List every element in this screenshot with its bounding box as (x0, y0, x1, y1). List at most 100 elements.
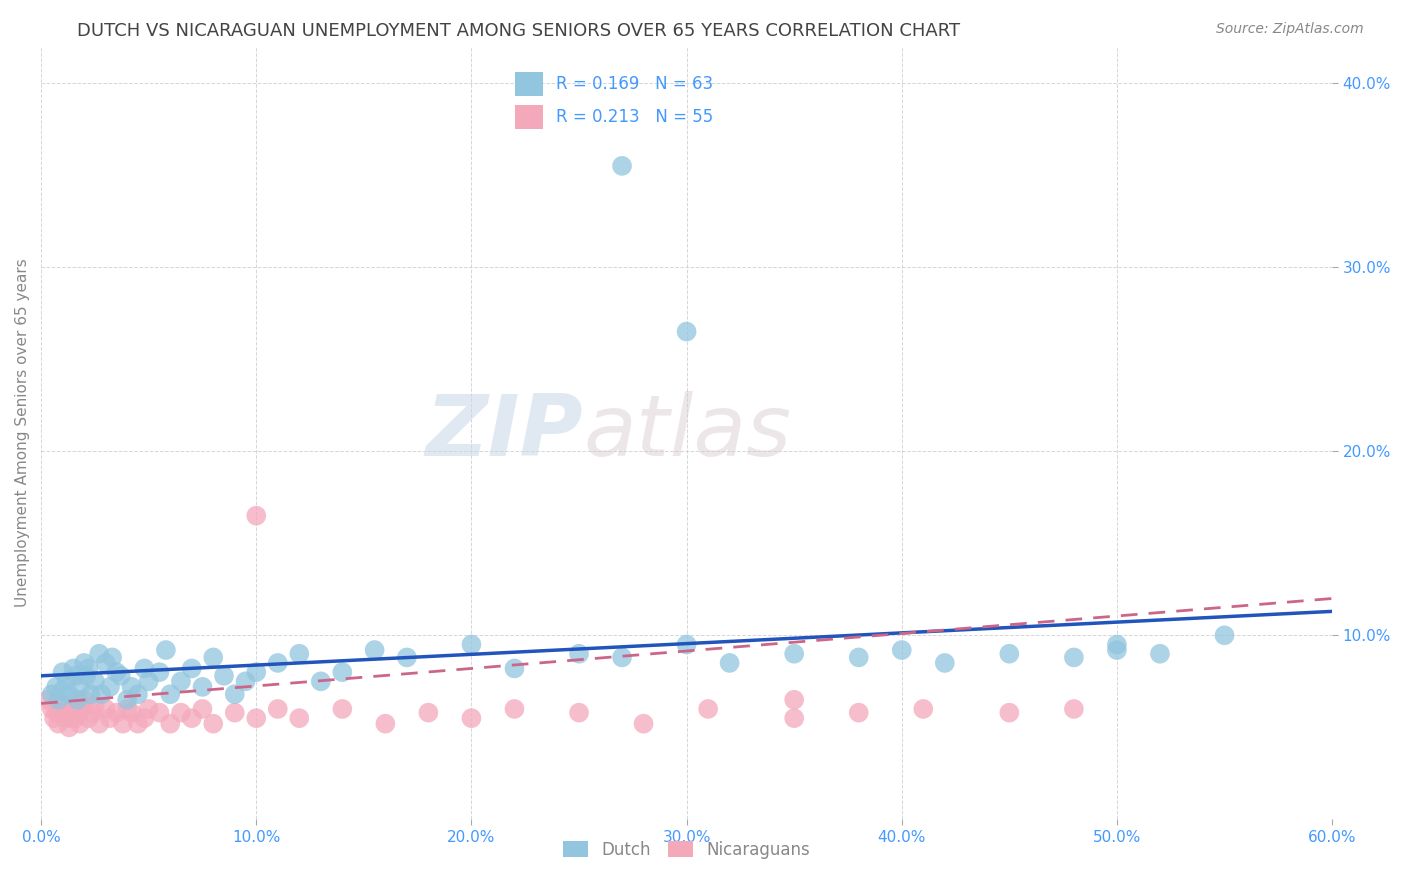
Point (115, 702, 138, 716)
Point (998, 647, 1021, 661)
Point (121, 680, 143, 694)
Point (848, 706, 870, 720)
Point (675, 638, 697, 652)
Point (53, 711, 76, 725)
Point (98, 680, 121, 694)
Point (111, 716, 134, 731)
Point (783, 692, 806, 706)
Point (675, 325, 697, 339)
Point (1105, 638, 1128, 652)
Point (1213, 628, 1236, 642)
Point (288, 711, 311, 725)
Point (288, 647, 311, 661)
Point (83, 674, 105, 689)
Text: Source: ZipAtlas.com: Source: ZipAtlas.com (1216, 22, 1364, 37)
Point (1063, 702, 1085, 716)
Point (127, 716, 149, 731)
Point (460, 638, 482, 652)
Point (83, 698, 105, 713)
Point (73, 692, 96, 706)
Point (52, 683, 75, 698)
Point (202, 650, 225, 665)
Point (191, 702, 214, 716)
Point (159, 716, 181, 731)
Point (610, 650, 633, 665)
Point (912, 702, 935, 716)
Point (245, 711, 267, 725)
Point (90, 687, 112, 701)
Point (568, 647, 591, 661)
Point (94, 702, 117, 716)
Point (94, 656, 117, 670)
Point (180, 711, 202, 725)
Point (460, 711, 482, 725)
Point (155, 643, 177, 657)
Point (77, 661, 100, 675)
Point (148, 665, 170, 680)
Point (330, 665, 353, 680)
Point (138, 702, 160, 716)
Point (503, 661, 526, 675)
Point (82, 706, 104, 720)
Point (60, 711, 83, 725)
Point (69, 716, 91, 731)
Point (49, 706, 72, 720)
Point (224, 706, 246, 720)
Point (134, 711, 156, 725)
Point (77, 711, 100, 725)
Point (45, 706, 67, 720)
Point (127, 687, 149, 701)
Point (98, 711, 121, 725)
Point (37, 692, 59, 706)
Bar (516, 105, 543, 129)
Text: DUTCH VS NICARAGUAN UNEMPLOYMENT AMONG SENIORS OVER 65 YEARS CORRELATION CHART: DUTCH VS NICARAGUAN UNEMPLOYMENT AMONG S… (77, 22, 960, 40)
Point (70, 702, 93, 716)
Point (568, 706, 591, 720)
Text: R = 0.213   N = 55: R = 0.213 N = 55 (555, 108, 713, 126)
Point (105, 706, 128, 720)
Point (267, 702, 290, 716)
Point (45, 680, 67, 694)
Point (148, 706, 170, 720)
Point (1149, 647, 1171, 661)
Point (62, 698, 84, 713)
Point (56, 674, 79, 689)
Point (79, 687, 101, 701)
Point (89, 647, 111, 661)
Point (212, 669, 235, 683)
Point (73, 656, 96, 670)
Point (69, 680, 91, 694)
Point (267, 656, 290, 670)
Point (235, 674, 257, 689)
Point (62, 661, 84, 675)
Point (224, 687, 246, 701)
Point (46, 692, 69, 706)
Point (890, 643, 912, 657)
Point (374, 716, 396, 731)
Point (363, 643, 385, 657)
Point (41, 687, 63, 701)
Point (115, 692, 138, 706)
Point (42, 711, 65, 725)
Point (1105, 643, 1128, 657)
Legend: Dutch, Nicaraguans: Dutch, Nicaraguans (557, 834, 817, 865)
Point (783, 647, 806, 661)
Point (46, 716, 69, 731)
Point (159, 687, 181, 701)
Point (56, 706, 79, 720)
Point (395, 650, 418, 665)
Point (245, 508, 267, 523)
Point (52, 665, 75, 680)
Point (783, 711, 806, 725)
Point (718, 656, 741, 670)
Point (191, 680, 214, 694)
Point (75, 669, 97, 683)
Point (998, 706, 1021, 720)
Point (101, 650, 124, 665)
Text: atlas: atlas (583, 392, 792, 475)
Point (52, 698, 75, 713)
Point (934, 656, 956, 670)
Point (180, 661, 202, 675)
Point (89, 716, 111, 731)
Point (697, 702, 720, 716)
